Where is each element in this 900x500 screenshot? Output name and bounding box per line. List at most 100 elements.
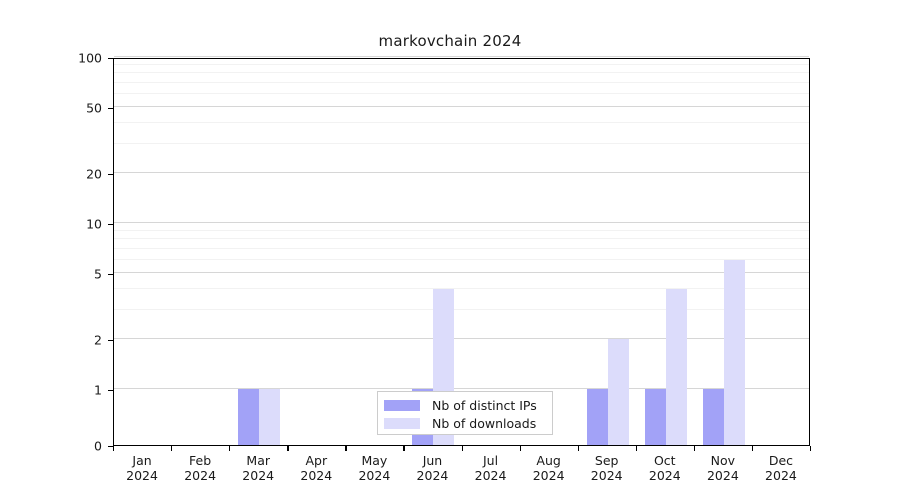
gridline-major xyxy=(114,56,809,57)
bar-downloads xyxy=(665,289,687,445)
x-tick-month: Sep xyxy=(594,453,619,468)
gridline-minor xyxy=(114,288,809,290)
gridline-minor xyxy=(114,72,809,74)
x-tick-month: May xyxy=(361,453,388,468)
x-tick-month: Feb xyxy=(189,453,212,468)
x-tick-year: 2024 xyxy=(416,468,449,483)
y-tick-label: 0 xyxy=(94,438,102,454)
x-tick-label: Apr 2024 xyxy=(281,453,351,483)
bar-downloads xyxy=(723,259,745,445)
bar-distinct-ips xyxy=(644,389,666,445)
x-tick-year: 2024 xyxy=(242,468,275,483)
y-axis: 100 50 20 10 5 2 1 0 xyxy=(55,51,113,454)
gridline-minor xyxy=(114,142,809,144)
x-tick-month: Dec xyxy=(768,453,794,468)
x-tick-label: Nov 2024 xyxy=(688,453,758,483)
gridline-minor xyxy=(114,247,809,249)
x-tick-mark xyxy=(577,446,579,451)
x-tick-year: 2024 xyxy=(474,468,507,483)
x-tick-mark xyxy=(461,446,463,451)
x-tick-label: Feb 2024 xyxy=(165,453,235,483)
y-tick-label: 10 xyxy=(86,216,102,232)
x-tick-label: Jan 2024 xyxy=(107,453,177,483)
x-tick-label: Dec 2024 xyxy=(746,453,816,483)
x-tick-month: Jun xyxy=(422,453,443,468)
gridline-major xyxy=(114,338,809,340)
x-tick-label: Oct 2024 xyxy=(630,453,700,483)
gridline-minor xyxy=(114,308,809,310)
y-tick-mark xyxy=(108,174,113,176)
x-tick-year: 2024 xyxy=(358,468,391,483)
x-tick-month: Jul xyxy=(482,453,499,468)
y-tick-mark xyxy=(108,273,113,276)
x-tick-month: Oct xyxy=(653,453,676,468)
y-tick-mark xyxy=(108,107,113,110)
x-tick-label: May 2024 xyxy=(339,453,409,483)
legend-label-downloads: Nb of downloads xyxy=(432,415,537,431)
x-tick-year: 2024 xyxy=(648,468,681,483)
y-tick-label: 50 xyxy=(86,100,102,116)
gridline-minor xyxy=(114,81,809,83)
x-tick-mark xyxy=(693,446,696,451)
x-tick-mark xyxy=(751,446,754,451)
chart-legend: Nb of distinct IPs Nb of downloads xyxy=(377,391,553,435)
x-tick-year: 2024 xyxy=(706,468,739,483)
gridline-minor xyxy=(114,122,809,124)
bar-distinct-ips xyxy=(238,389,260,445)
chart-title: markovchain 2024 xyxy=(378,32,522,50)
x-tick-mark xyxy=(635,446,638,451)
gridline-major xyxy=(114,172,809,174)
legend-item-downloads: Nb of downloads xyxy=(384,415,546,431)
legend-swatch-downloads xyxy=(384,417,420,429)
gridline-major xyxy=(114,271,809,273)
legend-item-distinct-ips: Nb of distinct IPs xyxy=(384,397,546,413)
x-tick-year: 2024 xyxy=(590,468,623,483)
bar-distinct-ips xyxy=(586,389,608,445)
x-tick-label: Sep 2024 xyxy=(572,453,642,483)
x-tick-mark xyxy=(519,446,521,451)
gridline-minor xyxy=(114,63,809,65)
gridline-minor xyxy=(114,238,809,240)
gridline-minor xyxy=(114,258,809,260)
y-tick-mark xyxy=(108,446,113,448)
y-tick-label: 5 xyxy=(94,266,102,282)
y-tick-label: 2 xyxy=(94,332,102,348)
gridline-major xyxy=(114,222,809,223)
x-tick-mark xyxy=(171,446,173,451)
y-tick-label: 1 xyxy=(94,382,102,398)
x-tick-label: Mar 2024 xyxy=(223,453,293,483)
x-tick-year: 2024 xyxy=(532,468,565,483)
bar-distinct-ips xyxy=(702,389,724,445)
x-tick-month: Apr xyxy=(305,453,328,468)
x-tick-mark xyxy=(113,446,115,451)
legend-swatch-distinct-ips xyxy=(384,399,420,411)
y-tick-label: 100 xyxy=(78,50,102,66)
y-tick-mark xyxy=(108,340,113,342)
gridline-minor xyxy=(114,229,809,231)
x-tick-month: Jan xyxy=(132,453,152,468)
gridline-major xyxy=(114,388,809,389)
x-tick-mark xyxy=(403,446,405,451)
x-tick-month: Nov xyxy=(710,453,736,468)
x-tick-label: Jun 2024 xyxy=(397,453,467,483)
x-tick-month: Mar xyxy=(246,453,270,468)
y-tick-label: 20 xyxy=(86,166,102,182)
y-tick-mark xyxy=(108,58,113,60)
x-tick-year: 2024 xyxy=(765,468,797,483)
x-tick-mark xyxy=(810,446,812,451)
x-tick-label: Jul 2024 xyxy=(456,453,526,483)
x-tick-mark xyxy=(287,446,289,451)
x-tick-year: 2024 xyxy=(300,468,333,483)
x-tick-year: 2024 xyxy=(184,468,217,483)
gridline-minor xyxy=(114,92,809,94)
x-tick-label: Aug 2024 xyxy=(514,453,584,483)
plot-inner xyxy=(114,56,809,445)
plot-area xyxy=(113,56,810,446)
bar-downloads xyxy=(259,389,281,445)
y-tick-mark xyxy=(108,390,113,392)
gridline-major xyxy=(114,105,809,107)
x-axis: Jan 2024 Feb 2024 Mar 2024 Apr 2024 May 2024 Jun 20… xyxy=(113,446,812,500)
y-tick-mark xyxy=(108,224,113,226)
x-tick-month: Aug xyxy=(536,453,561,468)
